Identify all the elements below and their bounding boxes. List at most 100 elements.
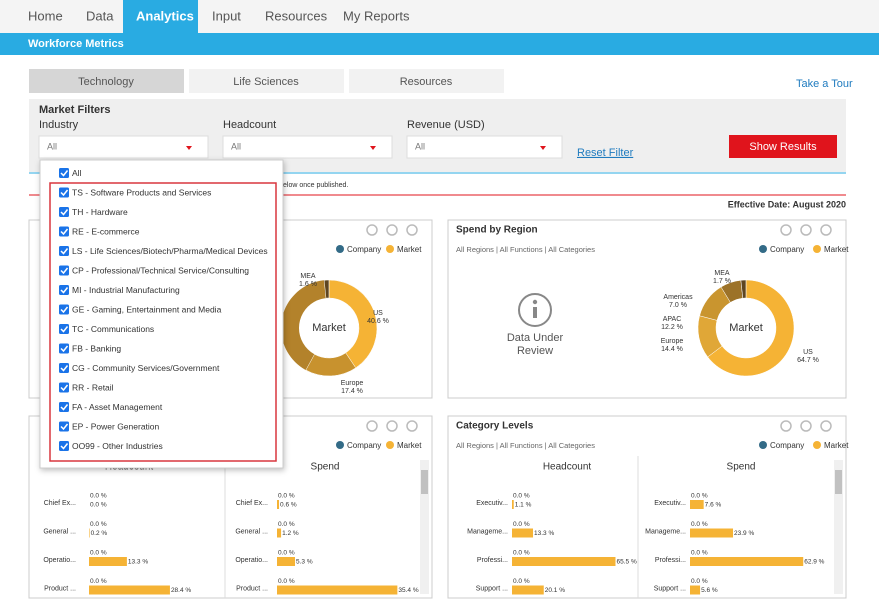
dropdown-item[interactable]: TC - Communications: [72, 324, 154, 334]
checkbox[interactable]: [59, 324, 69, 334]
filter-label: Headcount: [223, 119, 276, 131]
tab-label[interactable]: Life Sciences: [233, 76, 299, 88]
checkbox[interactable]: [59, 226, 69, 237]
dropdown-item[interactable]: EP - Power Generation: [72, 421, 160, 431]
nav-item[interactable]: Home: [28, 8, 63, 23]
tab[interactable]: [349, 69, 504, 93]
icon[interactable]: [780, 420, 792, 432]
tour-link[interactable]: Take a Tour: [796, 78, 853, 90]
dropdown-item[interactable]: GE - Gaming, Entertainment and Media: [72, 304, 222, 314]
dropdown-item[interactable]: OO99 - Other Industries: [72, 441, 163, 451]
dropdown-item[interactable]: All: [72, 168, 82, 178]
panel-subtitle: All Regions | All Functions | All Catego…: [456, 245, 595, 254]
select[interactable]: [406, 135, 563, 159]
tab-label[interactable]: Technology: [78, 76, 134, 88]
checkbox[interactable]: [59, 265, 69, 276]
bar-label: 0.0 %: [691, 521, 708, 528]
legend-label: Company: [770, 245, 804, 254]
dropdown-item[interactable]: RR - Retail: [72, 382, 114, 392]
icon[interactable]: [800, 224, 812, 236]
icon[interactable]: [406, 224, 418, 236]
nav-item[interactable]: Input: [212, 8, 241, 23]
dropdown-item[interactable]: FA - Asset Management: [72, 402, 163, 412]
select-value: All: [415, 141, 425, 151]
nav-item[interactable]: Data: [86, 8, 114, 23]
show-results-button[interactable]: [729, 135, 837, 158]
scroll-thumb[interactable]: [835, 470, 842, 494]
checkbox[interactable]: [59, 285, 69, 295]
icon[interactable]: [366, 420, 378, 432]
checkbox[interactable]: [59, 207, 69, 217]
bar-label: 0.6 %: [280, 502, 297, 509]
select[interactable]: [222, 135, 393, 159]
filter-label: Revenue (USD): [407, 119, 485, 131]
icon[interactable]: [366, 224, 378, 236]
dropdown-item[interactable]: LS - Life Sciences/Biotech/Pharma/Medica…: [72, 246, 268, 256]
subheader: Workforce Metrics: [28, 38, 124, 50]
checkbox[interactable]: [59, 382, 69, 393]
dropdown-item[interactable]: MI - Industrial Manufacturing: [72, 285, 180, 295]
checkbox[interactable]: [59, 343, 69, 354]
dropdown-item[interactable]: FB - Banking: [72, 343, 121, 353]
dropdown-item[interactable]: TS - Software Products and Services: [72, 187, 211, 197]
dropdown-item[interactable]: CG - Community Services/Government: [72, 363, 220, 373]
reset-filter[interactable]: Reset Filter: [577, 147, 634, 159]
bar-label: 0.0 %: [691, 578, 708, 585]
show-results-label[interactable]: Show Results: [749, 141, 817, 153]
icon[interactable]: [386, 224, 398, 236]
bar: [690, 585, 701, 595]
row-label: General ...: [235, 528, 268, 535]
bar-label: 0.0 %: [513, 493, 530, 500]
donut-label-name: US: [373, 310, 383, 317]
donut-label-value: 12.2 %: [661, 324, 683, 331]
donut-label-name: MEA: [714, 270, 730, 277]
scroll-thumb[interactable]: [421, 470, 428, 494]
dropdown-item[interactable]: CP - Professional/Technical Service/Cons…: [72, 265, 249, 275]
column-title: Spend: [311, 462, 340, 473]
nav-item[interactable]: Resources: [265, 8, 328, 23]
donut-label-name: Americas: [663, 294, 693, 301]
row-label: Professi...: [477, 557, 508, 564]
bar-label: 23.9 %: [734, 530, 754, 537]
checkbox[interactable]: [59, 441, 69, 451]
info-icon: [533, 307, 537, 318]
bar: [512, 585, 544, 595]
tab-label[interactable]: Resources: [400, 76, 453, 88]
nav-item[interactable]: Analytics: [136, 8, 194, 23]
checkmark: [60, 404, 69, 411]
checkbox[interactable]: [59, 402, 69, 412]
tab[interactable]: [189, 69, 344, 93]
select-value: All: [231, 141, 241, 151]
row-label: Executiv...: [476, 500, 508, 507]
checkbox[interactable]: [59, 363, 69, 373]
checkmark: [60, 170, 69, 177]
panel: [447, 415, 847, 599]
bar-label: 5.6 %: [701, 587, 718, 594]
bar: [512, 557, 616, 566]
icon[interactable]: [820, 224, 832, 236]
bar: [512, 500, 514, 509]
caret: [370, 146, 376, 150]
bar: [89, 557, 127, 566]
highlight-box: [49, 182, 277, 462]
dropdown-item[interactable]: TH - Hardware: [72, 207, 128, 217]
donut-label-value: 17.4 %: [341, 388, 363, 395]
nav-item[interactable]: My Reports: [343, 8, 410, 23]
bar-label: 0.0 %: [278, 550, 295, 557]
checkbox[interactable]: [59, 168, 69, 178]
checkbox[interactable]: [59, 187, 69, 198]
icon[interactable]: [800, 420, 812, 432]
dropdown-item[interactable]: RE - E-commerce: [72, 226, 140, 236]
checkbox[interactable]: [59, 421, 69, 432]
bar-label: 13.3 %: [534, 530, 554, 537]
checkbox[interactable]: [59, 246, 69, 256]
checkbox[interactable]: [59, 304, 69, 315]
bar-label: 0.0 %: [90, 493, 107, 500]
tab[interactable]: [29, 69, 184, 93]
icon[interactable]: [386, 420, 398, 432]
icon[interactable]: [820, 420, 832, 432]
icon[interactable]: [780, 224, 792, 236]
icon[interactable]: [406, 420, 418, 432]
select[interactable]: [38, 135, 209, 159]
